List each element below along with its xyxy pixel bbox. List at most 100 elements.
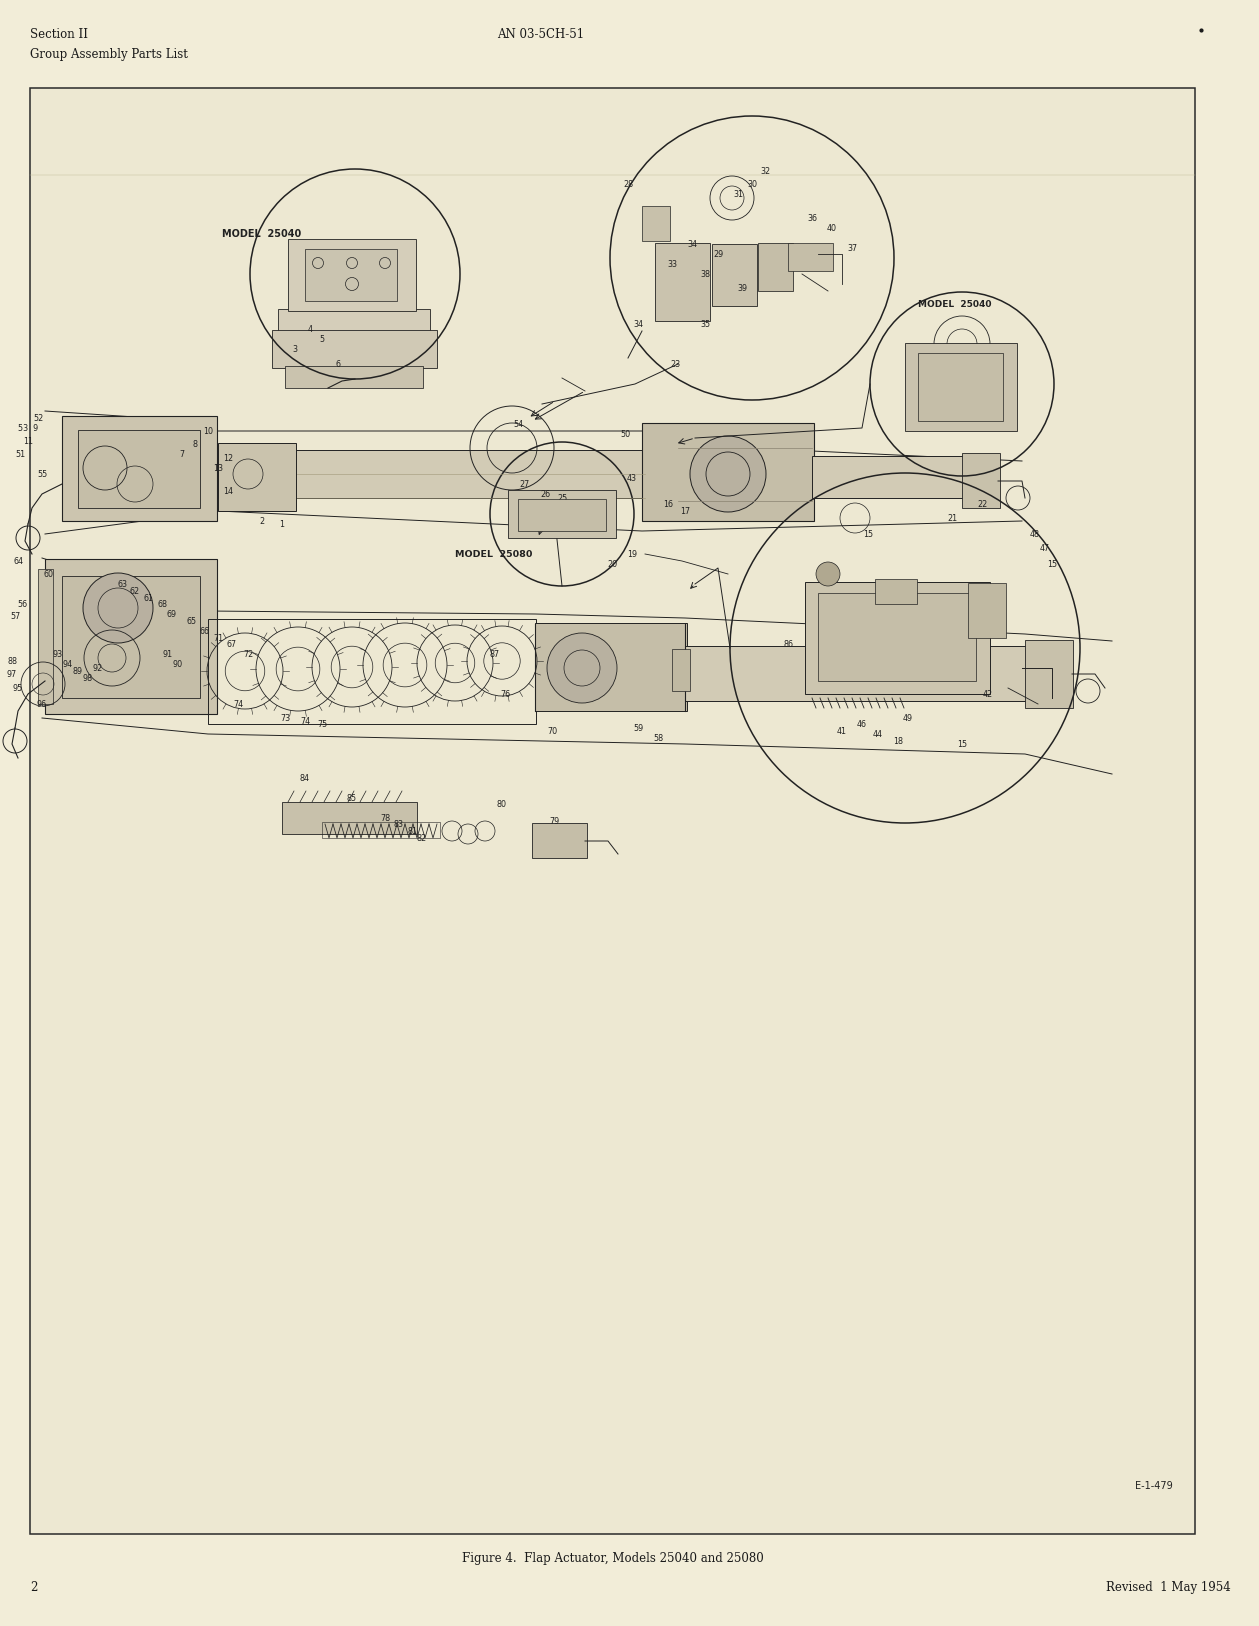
Text: 38: 38 bbox=[700, 270, 710, 278]
Text: 43: 43 bbox=[627, 473, 637, 483]
Text: 65: 65 bbox=[186, 616, 198, 626]
Text: 52: 52 bbox=[33, 413, 43, 423]
Text: 44: 44 bbox=[872, 730, 883, 738]
Bar bbox=[278, 309, 431, 364]
Bar bbox=[218, 442, 296, 511]
Text: 90: 90 bbox=[172, 660, 183, 668]
Bar bbox=[905, 343, 1017, 431]
Text: 5: 5 bbox=[320, 335, 325, 343]
Text: 48: 48 bbox=[1030, 530, 1040, 538]
Circle shape bbox=[83, 572, 154, 642]
Text: 59: 59 bbox=[633, 724, 643, 732]
Text: 56: 56 bbox=[16, 600, 26, 608]
Text: 75: 75 bbox=[317, 719, 327, 728]
Bar bbox=[1025, 641, 1073, 707]
Text: 22: 22 bbox=[943, 356, 953, 366]
Bar bbox=[642, 207, 670, 241]
Text: 62: 62 bbox=[130, 587, 140, 595]
Bar bbox=[672, 649, 690, 691]
Text: 15: 15 bbox=[1047, 559, 1058, 569]
Text: 42: 42 bbox=[983, 689, 993, 699]
Bar bbox=[962, 454, 1000, 507]
Text: 58: 58 bbox=[653, 733, 663, 743]
Text: 76: 76 bbox=[500, 689, 510, 699]
Text: 93: 93 bbox=[53, 649, 63, 659]
Text: 98: 98 bbox=[83, 673, 93, 683]
Bar bbox=[788, 242, 833, 272]
Text: 24: 24 bbox=[573, 499, 583, 509]
Text: 22: 22 bbox=[977, 499, 987, 509]
Circle shape bbox=[816, 563, 840, 585]
Text: 33: 33 bbox=[667, 260, 677, 268]
Text: 16: 16 bbox=[663, 499, 674, 509]
Bar bbox=[805, 582, 990, 694]
Text: 63: 63 bbox=[117, 579, 127, 589]
Text: 87: 87 bbox=[490, 649, 500, 659]
Bar bbox=[517, 499, 606, 532]
Bar bbox=[30, 88, 1195, 1533]
Text: MODEL  25040: MODEL 25040 bbox=[918, 299, 992, 309]
Text: 60: 60 bbox=[43, 569, 53, 579]
Text: 25: 25 bbox=[556, 494, 567, 502]
Text: Revised  1 May 1954: Revised 1 May 1954 bbox=[1107, 1580, 1231, 1593]
Text: 91: 91 bbox=[162, 649, 172, 659]
Bar bbox=[282, 802, 417, 834]
Text: 66: 66 bbox=[200, 626, 210, 636]
Text: 57: 57 bbox=[10, 611, 20, 621]
Text: 46: 46 bbox=[857, 719, 867, 728]
Text: 69: 69 bbox=[167, 610, 178, 618]
Text: 41: 41 bbox=[837, 727, 847, 735]
Text: 30: 30 bbox=[747, 179, 757, 189]
Text: 17: 17 bbox=[680, 507, 690, 515]
Text: 37: 37 bbox=[847, 244, 857, 252]
Text: 92: 92 bbox=[93, 663, 103, 673]
Bar bbox=[685, 646, 1027, 701]
Text: 55: 55 bbox=[37, 470, 47, 478]
Bar bbox=[968, 584, 1006, 637]
Text: 15: 15 bbox=[862, 530, 872, 538]
Text: 26: 26 bbox=[540, 489, 550, 499]
Text: 97: 97 bbox=[6, 670, 18, 678]
Text: 96: 96 bbox=[37, 699, 47, 709]
Text: 6: 6 bbox=[335, 359, 340, 369]
Text: 49: 49 bbox=[903, 714, 913, 722]
Text: 71: 71 bbox=[213, 634, 223, 642]
Text: 64: 64 bbox=[13, 556, 23, 566]
Text: 32: 32 bbox=[760, 166, 771, 176]
Text: 83: 83 bbox=[393, 820, 403, 829]
Text: 27: 27 bbox=[520, 480, 530, 488]
Text: AN 03-5CH-51: AN 03-5CH-51 bbox=[497, 28, 584, 41]
Bar bbox=[38, 569, 53, 704]
Text: 34: 34 bbox=[633, 319, 643, 328]
Text: 20: 20 bbox=[607, 559, 617, 569]
Bar bbox=[208, 620, 536, 724]
Text: Section II: Section II bbox=[30, 28, 88, 41]
Bar bbox=[535, 623, 687, 711]
Text: 51: 51 bbox=[15, 449, 25, 459]
Text: Group Assembly Parts List: Group Assembly Parts List bbox=[30, 49, 188, 62]
Bar bbox=[272, 330, 437, 367]
Text: 94: 94 bbox=[63, 660, 73, 668]
Text: 18: 18 bbox=[893, 737, 903, 745]
Text: 4: 4 bbox=[307, 325, 312, 333]
Text: 53  9: 53 9 bbox=[18, 423, 38, 433]
Text: 1: 1 bbox=[279, 519, 285, 528]
Text: 79: 79 bbox=[550, 816, 560, 826]
Text: 89: 89 bbox=[73, 667, 83, 675]
Text: 45: 45 bbox=[910, 667, 920, 675]
Text: 81: 81 bbox=[407, 826, 417, 836]
Bar bbox=[875, 579, 917, 603]
Text: 12: 12 bbox=[223, 454, 233, 462]
Bar bbox=[288, 239, 415, 311]
Text: 88: 88 bbox=[8, 657, 18, 665]
Text: 80: 80 bbox=[497, 800, 507, 808]
Bar bbox=[322, 823, 439, 837]
Text: Figure 4.  Flap Actuator, Models 25040 and 25080: Figure 4. Flap Actuator, Models 25040 an… bbox=[462, 1551, 763, 1564]
Text: 23: 23 bbox=[670, 359, 680, 369]
Text: 23: 23 bbox=[320, 280, 330, 288]
Text: 74: 74 bbox=[300, 717, 310, 725]
Text: 74: 74 bbox=[233, 699, 243, 709]
Text: E-1-479: E-1-479 bbox=[1136, 1481, 1173, 1491]
Text: 3: 3 bbox=[292, 345, 297, 353]
Text: 86: 86 bbox=[783, 639, 793, 649]
